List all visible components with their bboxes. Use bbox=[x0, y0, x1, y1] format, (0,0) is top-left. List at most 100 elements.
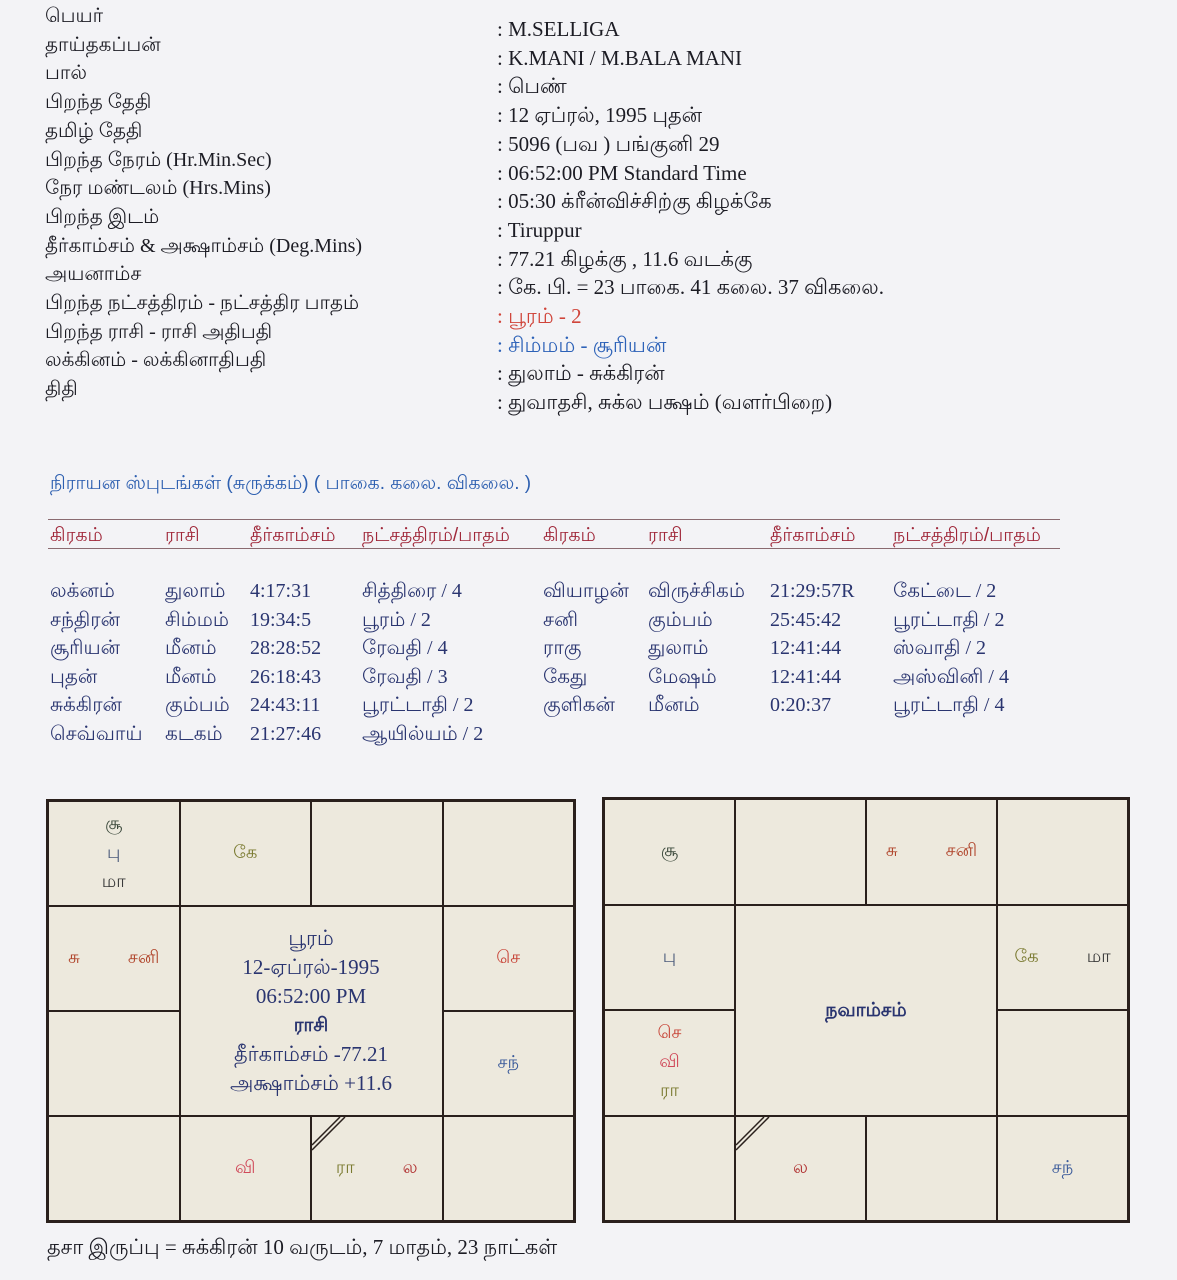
info-value: : K.MANI / M.BALA MANI bbox=[497, 45, 743, 70]
planet-abbrev: பு bbox=[107, 842, 121, 862]
info-value: : கே. பி. = 23 பாகை. 41 கலை. 37 விகலை. bbox=[497, 275, 884, 300]
info-value: : 05:30 க்ரீன்விச்சிற்கு கிழக்கே bbox=[497, 189, 772, 214]
table-cell: கும்பம் bbox=[165, 694, 230, 717]
house-line: வி bbox=[659, 1051, 679, 1074]
info-label: தாய்தகப்பன் bbox=[45, 33, 161, 56]
table-cell: ரேவதி / 3 bbox=[362, 665, 448, 688]
planet-abbrev: சனி bbox=[945, 840, 978, 861]
table-cell: சித்திரை / 4 bbox=[362, 580, 462, 602]
table-cell: வியாழன் bbox=[543, 580, 629, 602]
column-header: நட்சத்திரம்/பாதம் bbox=[893, 525, 1041, 546]
divider bbox=[48, 519, 1060, 520]
planet-abbrev: சந் bbox=[497, 1052, 519, 1072]
chart-house: பு bbox=[604, 904, 735, 1010]
house-line: சந் bbox=[497, 1052, 519, 1075]
info-value: : 12 ஏப்ரல், 1995 புதன் bbox=[497, 103, 703, 128]
planet-positions-title: நிராயன ஸ்புடங்கள் (சுருக்கம்) ( பாகை. கல… bbox=[50, 473, 532, 494]
chart-house bbox=[442, 801, 574, 906]
chart-center-line: பூரம் bbox=[288, 926, 334, 950]
column-header: தீர்காம்சம் bbox=[250, 525, 336, 546]
chart-house: வி bbox=[179, 1116, 311, 1221]
table-cell: விருச்சிகம் bbox=[648, 580, 745, 602]
info-label: பிறந்த தேதி bbox=[45, 91, 152, 114]
house-line: சந் bbox=[1052, 1157, 1074, 1180]
table-cell: கும்பம் bbox=[648, 608, 713, 631]
chart-house bbox=[997, 1010, 1128, 1116]
info-label: பிறந்த நேரம் (Hr.Min.Sec) bbox=[45, 148, 272, 171]
house-line: சூ bbox=[661, 840, 678, 863]
house-line: ரா bbox=[660, 1080, 679, 1103]
planet-abbrev: ல bbox=[793, 1156, 808, 1177]
info-label: திதி bbox=[45, 378, 78, 401]
info-label: பெயர் bbox=[45, 5, 104, 27]
chart-house bbox=[997, 799, 1128, 905]
column-header: கிரகம் bbox=[50, 525, 103, 546]
planet-abbrev: ரா bbox=[660, 1080, 679, 1101]
table-cell: ராகு bbox=[543, 637, 582, 660]
house-line: சு சனி bbox=[886, 840, 977, 863]
house-line: மா bbox=[102, 871, 126, 894]
house-line: ரா ல bbox=[336, 1157, 418, 1180]
planet-abbrev: சு bbox=[885, 840, 898, 861]
info-label: பிறந்த நட்சத்திரம் - நட்சத்திர பாதம் bbox=[45, 292, 360, 314]
chart-center-line: 12-ஏப்ரல்-1995 bbox=[242, 955, 380, 979]
planet-abbrev: ல bbox=[402, 1157, 418, 1177]
planet-abbrev: கே bbox=[1014, 945, 1039, 966]
info-value: : சிம்மம் - சூரியன் bbox=[497, 332, 667, 357]
planet-abbrev: வி bbox=[235, 1157, 256, 1177]
house-line: கே மா bbox=[1014, 946, 1110, 969]
chart-house: சந் bbox=[442, 1011, 574, 1116]
table-cell: 12:41:44 bbox=[770, 665, 842, 688]
chart-house: செ bbox=[442, 906, 574, 1011]
planet-abbrev: செ bbox=[657, 1022, 682, 1043]
planet-abbrev: மா bbox=[101, 871, 126, 891]
info-label: நேர மண்டலம் (Hrs.Mins) bbox=[45, 177, 271, 200]
info-label: பிறந்த இடம் bbox=[45, 205, 160, 228]
table-cell: பூரட்டாதி / 2 bbox=[362, 694, 474, 717]
table-cell: ரேவதி / 4 bbox=[362, 637, 448, 660]
table-cell: 12:41:44 bbox=[770, 637, 842, 660]
planet-abbrev: மா bbox=[1086, 945, 1111, 966]
table-cell: லக்னம் bbox=[50, 580, 115, 602]
planet-abbrev: சனி bbox=[127, 947, 160, 967]
table-cell: 21:29:57R bbox=[770, 580, 855, 602]
chart-house: சூ bbox=[604, 799, 735, 905]
table-cell: ஸ்வாதி / 2 bbox=[893, 637, 987, 660]
chart-house bbox=[48, 1116, 180, 1221]
table-cell: 28:28:52 bbox=[250, 637, 322, 660]
planet-abbrev: சூ bbox=[660, 840, 679, 861]
table-cell: 24:43:11 bbox=[250, 694, 321, 717]
table-cell: 4:17:31 bbox=[250, 580, 312, 602]
house-line: சூ bbox=[105, 813, 122, 836]
info-value: : 77.21 கிழக்கு , 11.6 வடக்கு bbox=[497, 246, 753, 271]
chart-center-line: 06:52:00 PM bbox=[255, 984, 367, 1008]
info-value: : Tiruppur bbox=[497, 217, 582, 242]
info-value: : 5096 (பவ ) பங்குனி 29 bbox=[497, 131, 720, 156]
table-cell: மீனம் bbox=[165, 665, 217, 688]
table-cell: கேட்டை / 2 bbox=[893, 580, 997, 602]
column-header: ராசி bbox=[648, 525, 683, 546]
info-value: : துவாதசி, சுக்ல பக்ஷம் (வளர்பிறை) bbox=[497, 390, 833, 415]
planet-abbrev: பு bbox=[662, 945, 677, 966]
table-cell: செவ்வாய் bbox=[50, 723, 143, 745]
table-cell: கடகம் bbox=[165, 723, 223, 745]
planet-abbrev: சூ bbox=[105, 813, 123, 833]
table-cell: பூரம் / 2 bbox=[362, 608, 431, 631]
table-cell: மீனம் bbox=[165, 637, 217, 660]
table-cell: மேஷம் bbox=[648, 665, 717, 688]
chart-house bbox=[604, 1115, 735, 1221]
house-line: செ bbox=[658, 1022, 682, 1045]
info-label: பிறந்த ராசி - ராசி அதிபதி bbox=[45, 320, 273, 343]
house-line: கே bbox=[233, 842, 257, 865]
house-line: வி bbox=[235, 1157, 255, 1180]
info-label: அயனாம்ச bbox=[45, 263, 142, 286]
info-label: பால் bbox=[45, 62, 87, 85]
column-header: ராசி bbox=[165, 525, 200, 546]
info-value: : M.SELLIGA bbox=[497, 17, 620, 41]
table-cell: சுக்கிரன் bbox=[50, 694, 122, 717]
chart-house: கே மா bbox=[997, 904, 1128, 1010]
chart-house: கே bbox=[179, 801, 311, 906]
column-header: நட்சத்திரம்/பாதம் bbox=[362, 525, 510, 546]
chart-house bbox=[866, 1115, 997, 1221]
table-cell: புதன் bbox=[50, 665, 98, 688]
